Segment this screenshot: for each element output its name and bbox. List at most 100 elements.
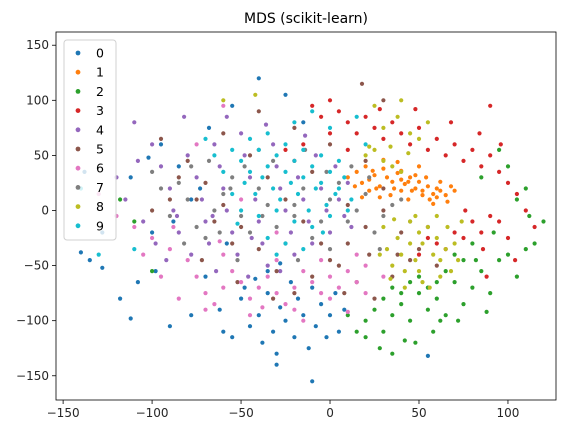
point-class-7: [271, 158, 276, 163]
point-class-0: [230, 103, 235, 108]
point-class-1: [420, 188, 425, 193]
point-class-7: [265, 202, 270, 208]
point-class-1: [406, 179, 411, 184]
point-class-0: [301, 313, 306, 318]
point-class-5: [176, 175, 181, 180]
point-class-3: [443, 153, 448, 158]
point-class-4: [239, 131, 244, 136]
point-class-3: [381, 136, 386, 141]
point-class-4: [141, 219, 146, 224]
point-class-9: [354, 114, 359, 119]
point-class-6: [158, 274, 164, 279]
point-class-0: [239, 296, 244, 301]
point-class-8: [406, 151, 411, 156]
legend-label-6: 6: [96, 161, 104, 176]
point-class-6: [381, 274, 386, 279]
point-class-2: [470, 285, 475, 290]
point-class-8: [390, 263, 395, 268]
point-class-0: [203, 274, 208, 279]
legend-marker-5: [75, 146, 81, 152]
point-class-0: [256, 313, 261, 318]
point-class-5: [292, 291, 297, 296]
point-class-6: [239, 197, 244, 202]
point-class-4: [333, 164, 338, 169]
point-class-8: [431, 252, 436, 257]
point-class-4: [212, 142, 217, 147]
point-class-1: [402, 181, 407, 187]
point-class-4: [288, 230, 293, 235]
point-class-9: [274, 252, 279, 257]
point-class-9: [230, 147, 235, 152]
point-class-6: [327, 274, 333, 279]
point-class-3: [345, 147, 350, 152]
point-class-3: [513, 258, 518, 263]
point-class-1: [381, 166, 386, 171]
point-class-7: [185, 197, 190, 202]
point-class-4: [203, 219, 208, 224]
point-class-0: [128, 316, 133, 321]
y-tick-label: 0: [41, 203, 49, 217]
point-class-2: [390, 351, 395, 356]
point-class-3: [425, 235, 430, 241]
point-class-3: [452, 142, 457, 147]
point-class-1: [434, 195, 439, 200]
point-class-9: [96, 252, 101, 257]
point-class-5: [283, 197, 288, 202]
point-class-3: [488, 213, 493, 219]
point-class-3: [477, 131, 482, 136]
point-class-6: [301, 318, 306, 323]
point-class-9: [283, 142, 288, 147]
point-class-4: [327, 230, 333, 235]
point-class-8: [381, 158, 386, 163]
point-class-5: [194, 197, 199, 202]
point-class-2: [416, 274, 422, 279]
point-class-4: [189, 252, 194, 257]
point-class-2: [390, 285, 395, 290]
point-class-9: [310, 224, 315, 230]
point-class-7: [301, 186, 306, 191]
x-tick-label: −50: [228, 406, 253, 420]
point-class-0: [295, 296, 301, 301]
point-class-2: [390, 313, 395, 318]
point-class-9: [324, 202, 329, 208]
point-class-9: [295, 191, 301, 197]
point-class-9: [320, 230, 325, 235]
point-class-5: [381, 186, 386, 191]
point-class-4: [182, 114, 187, 119]
point-class-4: [123, 197, 128, 202]
point-class-8: [434, 235, 439, 241]
point-class-5: [327, 258, 333, 263]
point-class-2: [497, 147, 502, 152]
point-class-6: [292, 307, 297, 312]
point-class-4: [256, 219, 261, 224]
point-class-8: [413, 258, 418, 263]
point-class-2: [438, 318, 443, 323]
point-class-5: [265, 175, 270, 180]
point-class-3: [416, 252, 422, 257]
point-class-1: [359, 195, 365, 200]
point-class-2: [431, 329, 436, 334]
point-class-6: [345, 309, 350, 314]
point-class-4: [301, 197, 306, 202]
point-class-7: [345, 219, 350, 224]
point-class-0: [310, 285, 315, 290]
point-class-8: [413, 213, 418, 219]
point-class-4: [246, 274, 251, 279]
point-class-0: [167, 324, 172, 329]
point-class-8: [420, 241, 425, 246]
point-class-0: [256, 76, 261, 81]
point-class-2: [527, 213, 532, 219]
point-class-9: [260, 175, 265, 180]
point-class-2: [354, 329, 359, 334]
point-class-6: [167, 247, 172, 252]
point-class-8: [372, 147, 377, 152]
point-class-6: [260, 305, 265, 310]
point-class-8: [438, 274, 443, 279]
point-class-0: [288, 280, 293, 285]
point-class-3: [448, 120, 454, 125]
point-class-6: [150, 235, 155, 241]
point-class-6: [132, 224, 137, 230]
point-class-6: [319, 258, 324, 263]
point-class-7: [354, 208, 359, 213]
point-class-5: [256, 109, 261, 114]
